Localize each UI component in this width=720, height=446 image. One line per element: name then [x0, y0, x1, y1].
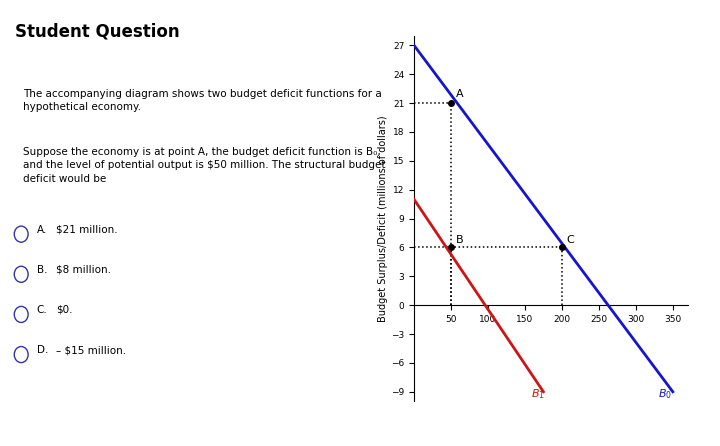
- Text: C: C: [567, 235, 574, 245]
- Text: Student Question: Student Question: [15, 22, 180, 40]
- Y-axis label: Budget Surplus/Deficit (millions of dollars): Budget Surplus/Deficit (millions of doll…: [378, 115, 388, 322]
- Text: B.: B.: [37, 265, 47, 275]
- Text: $21 million.: $21 million.: [56, 225, 117, 235]
- Text: – $15 million.: – $15 million.: [56, 345, 126, 355]
- Text: $8 million.: $8 million.: [56, 265, 111, 275]
- Text: $B_1$: $B_1$: [531, 387, 545, 401]
- Text: B: B: [456, 235, 463, 245]
- Text: $B_0$: $B_0$: [658, 387, 672, 401]
- Text: A.: A.: [37, 225, 47, 235]
- Text: The accompanying diagram shows two budget deficit functions for a
hypothetical e: The accompanying diagram shows two budge…: [23, 89, 382, 112]
- Text: Suppose the economy is at point A, the budget deficit function is B₀,
and the le: Suppose the economy is at point A, the b…: [23, 147, 386, 184]
- Text: $0.: $0.: [56, 305, 72, 315]
- Text: C.: C.: [37, 305, 48, 315]
- Text: A: A: [456, 89, 463, 99]
- Text: D.: D.: [37, 345, 48, 355]
